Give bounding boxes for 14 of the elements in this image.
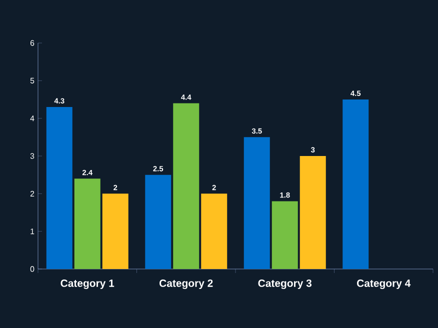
bar [201, 194, 228, 269]
bar [173, 103, 200, 269]
bar [300, 156, 326, 269]
bar [244, 137, 270, 269]
bar [342, 100, 369, 269]
bar [74, 178, 100, 269]
x-tick-label: Category 3 [258, 280, 312, 290]
x-tick-label: Category 4 [357, 280, 411, 290]
x-tick-label: Category 1 [60, 280, 114, 290]
bar [102, 194, 128, 269]
x-tick-label: Category 2 [160, 280, 213, 290]
bar [46, 107, 72, 269]
bar [145, 174, 172, 269]
bar [272, 201, 298, 269]
